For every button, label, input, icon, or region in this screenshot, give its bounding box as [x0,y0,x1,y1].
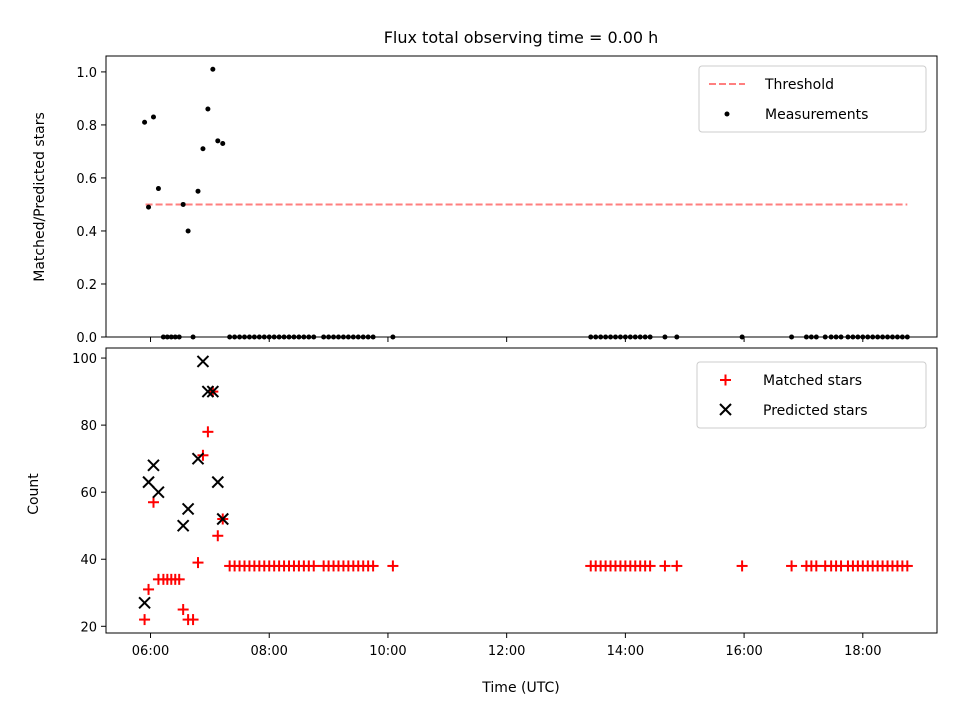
top-y-tick-label: 0.8 [76,119,97,134]
bottom-y-tick-label: 80 [80,419,97,434]
matched-legend-swatch [720,374,731,386]
top-y-tick-label: 0.2 [76,278,97,293]
bottom-plot-area [138,355,913,626]
top-legend-box [698,65,927,133]
predicted-legend-label: Predicted stars [763,403,868,419]
measurements-legend-swatch [724,111,730,117]
bottom-y-tick-label: 40 [80,553,97,568]
measurement-point [155,186,161,192]
matched-star-point [192,557,204,569]
measurement-point [185,228,191,234]
matched-star-point [387,560,399,572]
measurement-point [195,188,201,194]
predicted-star-point [216,512,229,526]
matched-star-point [671,560,683,572]
measurement-point [205,106,211,112]
top-plot-area [142,66,910,340]
matched-star-point [173,573,185,585]
x-tick-label: 18:00 [844,644,881,659]
predicted-star-point [147,459,160,472]
predicted-star-point [196,355,210,368]
matched-star-point [736,560,748,572]
bottom-y-axis-label: Count [26,473,42,515]
x-tick-label: 12:00 [488,644,525,659]
predicted-star-point [206,385,220,398]
top-chart-title: Flux total observing time = 0.00 h [384,28,659,47]
matched-star-point [308,560,320,572]
x-tick-label: 10:00 [369,644,406,659]
x-tick-label: 08:00 [250,644,287,659]
matched-star-point [786,560,798,572]
measurement-point [215,138,221,144]
predicted-star-point [191,452,205,465]
matched-star-point [197,449,209,461]
bottom-y-tick-label: 20 [80,620,97,635]
top-y-axis-label: Matched/Predicted stars [32,112,48,282]
matched-star-point [659,560,671,572]
x-tick-label: 06:00 [132,644,169,659]
measurement-point [220,140,226,146]
x-tick-label: 14:00 [607,644,644,659]
x-tick-label: 16:00 [725,644,762,659]
bottom-y-ticks: 20 40 60 80 100 [72,352,106,635]
measurement-point [146,204,152,210]
matched-star-point [202,426,214,438]
predicted-star-point [176,519,190,532]
matched-legend-label: Matched stars [763,373,862,389]
measurement-point [142,119,148,125]
bottom-axes-frame [105,347,938,634]
top-y-ticks: 0.0 0.2 0.4 0.6 0.8 1.0 [76,66,864,346]
predicted-star-point [138,596,151,610]
top-y-tick-label: 0.0 [76,331,97,346]
predicted-legend-swatch [719,403,732,416]
predicted-star-point [181,502,195,516]
measurement-point [210,66,216,72]
top-y-tick-label: 0.4 [76,225,97,240]
matched-star-point [187,614,199,626]
matched-star-point [177,604,189,616]
matched-star-point [147,496,159,508]
measurement-point [150,114,156,120]
predicted-star-point [152,485,165,499]
measurement-point [200,146,206,152]
bottom-legend-box [696,361,927,429]
matched-star-point [139,614,151,626]
predicted-star-point [211,475,224,489]
bottom-legend: Matched stars Predicted stars [696,361,927,429]
matched-star-point [367,560,379,572]
matched-star-point [143,583,155,595]
measurements-legend-label: Measurements [765,107,868,123]
top-y-tick-label: 1.0 [76,66,97,81]
predicted-star-point [201,385,215,398]
matched-star-point [212,530,224,542]
x-axis-label: Time (UTC) [481,680,559,696]
matched-star-point [901,560,913,572]
top-y-tick-label: 0.6 [76,172,97,187]
bottom-y-tick-label: 100 [72,352,97,367]
measurement-point [180,201,186,207]
predicted-star-point [142,475,155,489]
bottom-x-ticks: 06:00 08:00 10:00 12:00 14:00 16:00 18:00 [132,633,882,659]
top-legend: Threshold Measurements [698,65,927,133]
top-axes-frame [105,55,938,338]
bottom-y-tick-label: 60 [80,486,97,501]
threshold-legend-label: Threshold [764,77,834,93]
matched-star-point [644,560,656,572]
